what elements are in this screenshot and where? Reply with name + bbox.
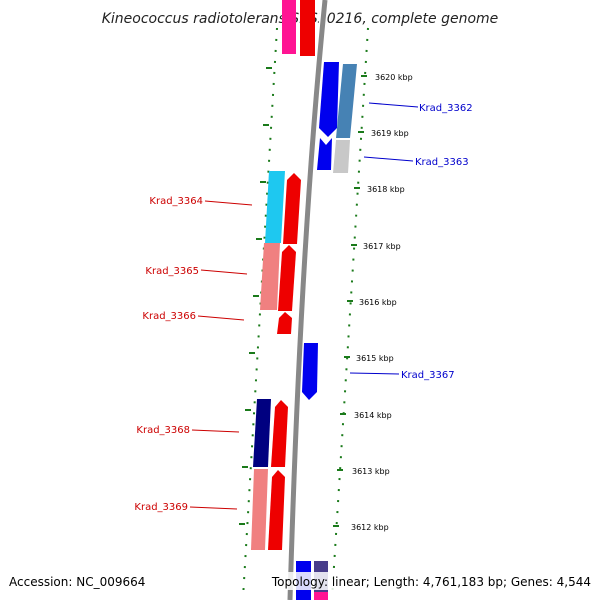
tick-label: 3618 kbp: [367, 185, 405, 194]
accession-text: Accession: NC_009664: [9, 575, 145, 589]
leader-line-krad-3368: [191, 429, 240, 433]
gene-label-krad-3362[interactable]: Krad_3362: [419, 103, 473, 114]
gene-partial-bottom-pink[interactable]: [314, 592, 328, 600]
leader-line-krad-3367: [349, 372, 400, 375]
summary-backdrop: [268, 572, 594, 590]
gene-krad-3363-track2[interactable]: [333, 140, 350, 173]
gene-krad-3362-track2[interactable]: [336, 64, 357, 138]
left-tick-marks: [239, 67, 272, 525]
gene-partial-top-red[interactable]: [300, 0, 315, 56]
tick-label: 3620 kbp: [375, 73, 413, 82]
tick-label: 3615 kbp: [356, 354, 394, 363]
gene-label-krad-3363[interactable]: Krad_3363: [415, 157, 469, 168]
leader-line-krad-3364: [204, 200, 253, 206]
tick-label: 3617 kbp: [363, 242, 401, 251]
gene-krad-3364[interactable]: [283, 173, 301, 244]
right-tick-marks: [333, 75, 367, 527]
gene-krad-3369-track2[interactable]: [251, 469, 268, 550]
gene-label-krad-3369[interactable]: Krad_3369: [134, 502, 188, 513]
gene-label-krad-3367[interactable]: Krad_3367: [401, 370, 455, 381]
gene-krad-3368[interactable]: [271, 400, 288, 467]
leader-line-krad-3366: [197, 315, 245, 321]
gene-label-krad-3364[interactable]: Krad_3364: [149, 196, 203, 207]
gene-krad-3363[interactable]: [317, 138, 332, 170]
gene-krad-3367[interactable]: [302, 343, 318, 400]
gene-krad-3369[interactable]: [268, 470, 285, 550]
gene-krad-3365-track2[interactable]: [260, 243, 280, 310]
gene-label-krad-3366[interactable]: Krad_3366: [142, 311, 196, 322]
tick-label: 3613 kbp: [352, 467, 390, 476]
gene-partial-top-pink[interactable]: [282, 0, 296, 54]
gene-krad-3365[interactable]: [278, 245, 296, 311]
gene-krad-3364-track2[interactable]: [265, 171, 285, 243]
leader-line-krad-3362: [368, 102, 419, 108]
tick-label: 3614 kbp: [354, 411, 392, 420]
genome-backbone: [287, 0, 328, 600]
gene-krad-3368-track2[interactable]: [253, 399, 271, 467]
leader-line-krad-3369: [189, 506, 238, 510]
gene-krad-3366[interactable]: [277, 312, 292, 334]
leader-line-krad-3363: [363, 156, 414, 162]
summary-text: Topology: linear; Length: 4,761,183 bp; …: [271, 575, 591, 589]
tick-label: 3619 kbp: [371, 129, 409, 138]
gene-label-krad-3368[interactable]: Krad_3368: [136, 425, 190, 436]
gene-krad-3362[interactable]: [319, 62, 339, 137]
tick-label: 3612 kbp: [351, 523, 389, 532]
tick-label: 3616 kbp: [359, 298, 397, 307]
gene-label-krad-3365[interactable]: Krad_3365: [145, 266, 199, 277]
leader-line-krad-3365: [200, 269, 248, 275]
